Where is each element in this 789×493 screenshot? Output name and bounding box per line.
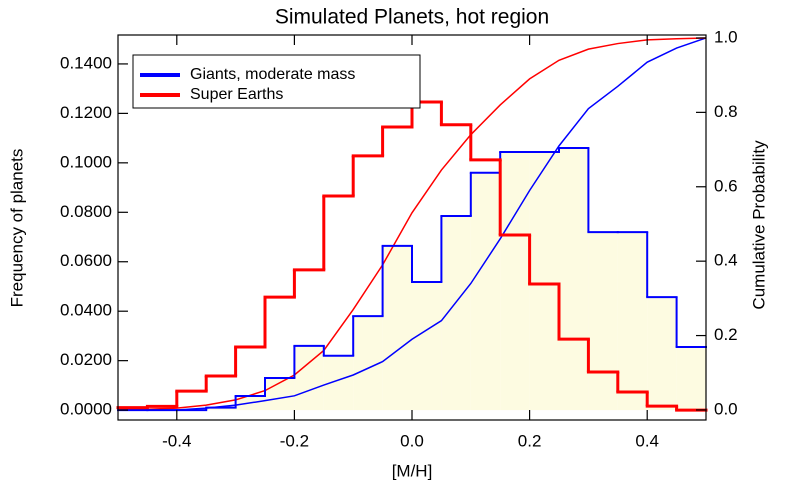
bar-fill [470, 172, 501, 411]
y2-tick-label: 0.8 [714, 102, 738, 121]
y-tick-label: 0.0400 [60, 301, 112, 320]
bar-fill [382, 245, 412, 411]
bar-fill [500, 151, 530, 411]
y-tick-label: 0.1000 [60, 152, 112, 171]
y2-axis-label: Cumulative Probability [749, 140, 768, 310]
y-tick-label: 0.0200 [60, 350, 112, 369]
x-tick-label: 0.4 [635, 431, 659, 450]
bar-fill [559, 148, 589, 411]
bar-fill [529, 151, 559, 411]
y-tick-label: 0.0600 [60, 251, 112, 270]
bar-fill [647, 297, 677, 411]
legend-box [132, 54, 421, 109]
y-tick-label: 0.1400 [60, 53, 112, 72]
x-tick-label: -0.2 [280, 431, 309, 450]
x-axis-label: [M/H] [392, 461, 433, 480]
y2-tick-label: 0.0 [714, 399, 738, 418]
bar-fill [412, 282, 442, 411]
legend-label: Giants, moderate mass [190, 66, 355, 83]
y2-tick-label: 1.0 [714, 27, 738, 46]
legend-label: Super Earths [190, 86, 283, 103]
bar-fill [206, 407, 236, 411]
chart-title: Simulated Planets, hot region [275, 6, 549, 29]
bar-fill [617, 232, 648, 411]
y-tick-label: 0.1200 [60, 103, 112, 122]
cumulative-line [117, 37, 707, 411]
x-tick-label: 0.0 [400, 431, 424, 450]
bar-fill [588, 232, 618, 411]
x-tick-label: 0.2 [518, 431, 542, 450]
legend: Giants, moderate mass Super Earths [132, 54, 421, 109]
bar-fill [294, 345, 324, 411]
y-tick-label: 0.0000 [60, 400, 112, 419]
y2-tick-label: 0.6 [714, 176, 738, 195]
y2-tick-label: 0.2 [714, 325, 738, 344]
bar-fill [676, 347, 706, 411]
bar-fill [441, 216, 471, 411]
y-axis-label: Frequency of planets [7, 149, 26, 308]
y2-tick-label: 0.4 [714, 251, 738, 270]
y-tick-label: 0.0800 [60, 202, 112, 221]
x-tick-label: -0.4 [162, 431, 191, 450]
